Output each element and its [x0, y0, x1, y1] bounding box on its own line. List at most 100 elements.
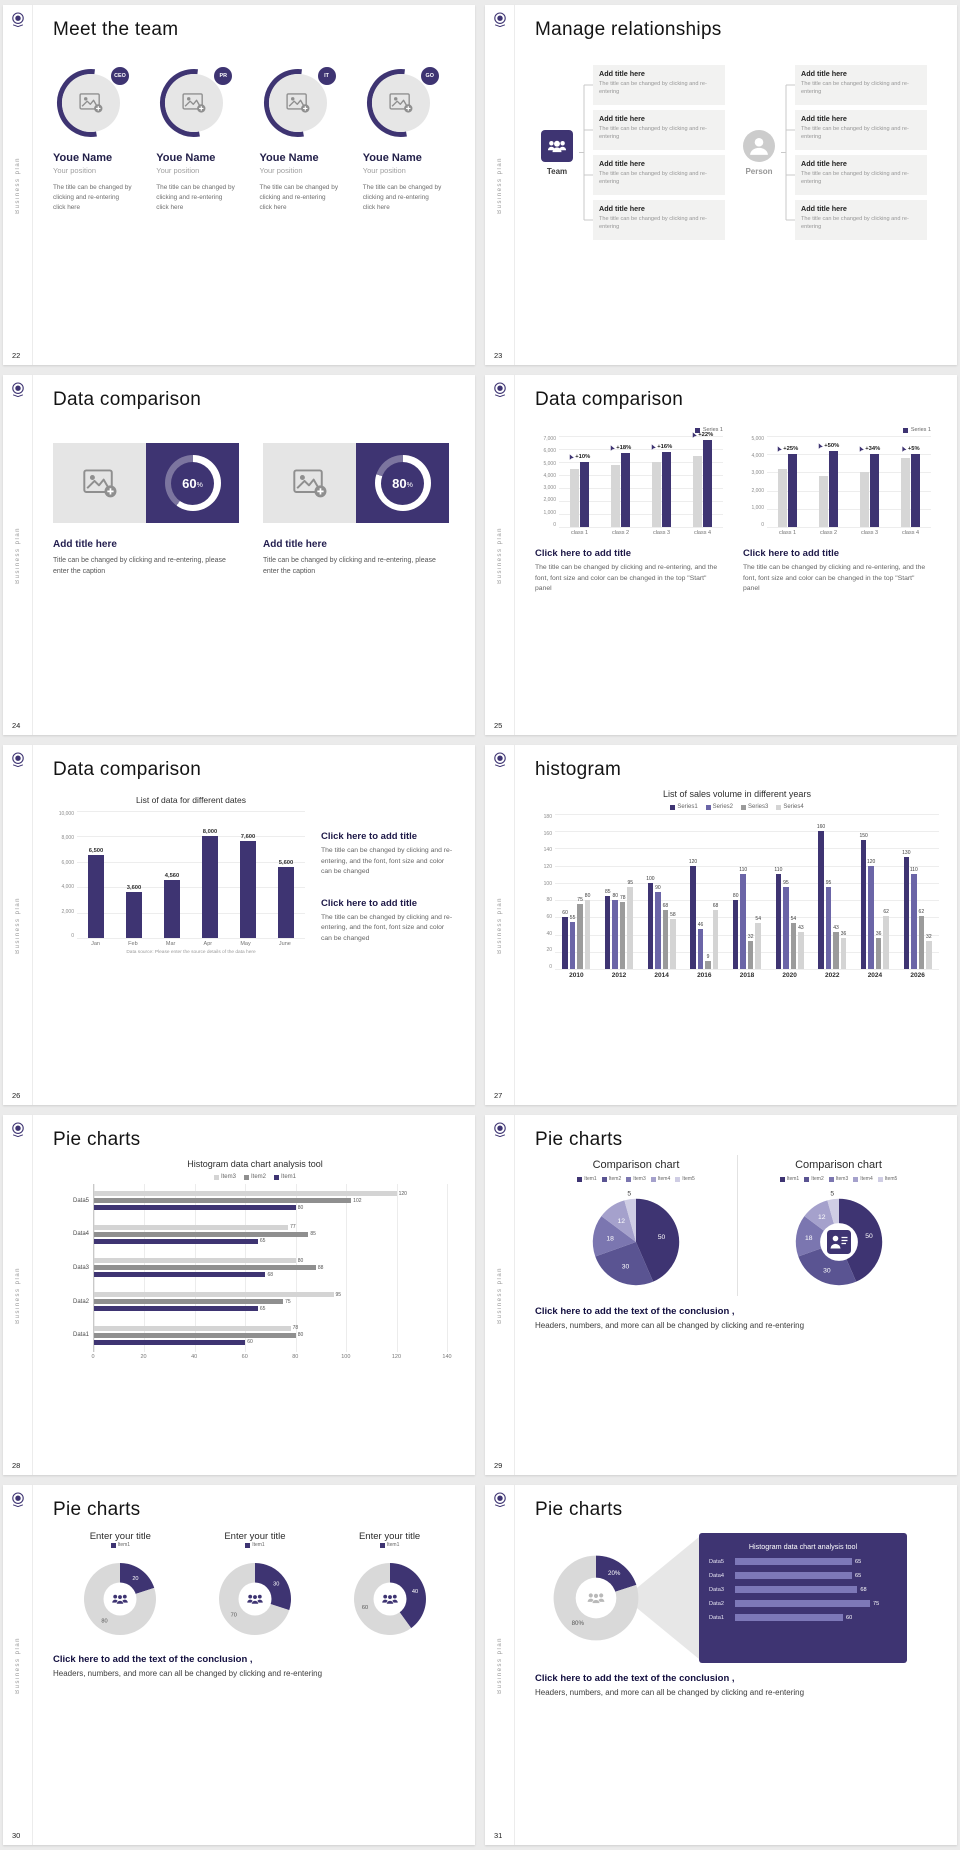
- box-description: The title can be changed by clicking and…: [801, 216, 909, 231]
- bar-column: 110: [774, 814, 782, 969]
- sidebar-vertical-label: Business plan: [14, 1266, 21, 1324]
- legend-item: Item1: [110, 1542, 131, 1548]
- slide-30-pie-charts[interactable]: Business plan 30 Pie charts Enter your t…: [3, 1485, 475, 1845]
- value-label: 68: [860, 1586, 867, 1593]
- axis-tick: 0: [549, 963, 552, 970]
- slide-25-data-comparison[interactable]: Business plan 25 Data comparison Series …: [485, 375, 957, 735]
- avatar-arc: [160, 69, 229, 137]
- slide-29-pie-charts[interactable]: Business plan 29 Pie charts Comparison c…: [485, 1115, 957, 1475]
- pie-slice: [601, 1200, 636, 1242]
- add-title-box: Add title here The title can be changed b…: [795, 65, 927, 105]
- brand-emblem-logo: [493, 12, 506, 27]
- legend-swatch: [705, 804, 711, 810]
- legend-label: Item1: [117, 1542, 131, 1548]
- category-label: Data1: [72, 1332, 89, 1339]
- slide-24-data-comparison[interactable]: Business plan 24 Data comparison 60% Add …: [3, 375, 475, 735]
- value-label: 4,560: [164, 873, 180, 880]
- sidebar-vertical-label: Business plan: [496, 526, 503, 584]
- value-label: 32: [926, 934, 932, 941]
- box-title: Add title here: [599, 69, 645, 78]
- x-axis-labels: class 1 class 2 class 3 class 4: [559, 530, 723, 536]
- bar-group: 80 88 68: [94, 1258, 447, 1278]
- bar: [712, 910, 719, 969]
- legend-label: Item1: [281, 1174, 297, 1180]
- slide-23-manage-relationships[interactable]: Business plan 23 Manage relationships Te…: [485, 5, 957, 365]
- analysis-panel: Histogram data chart analysis tool Data5 6…: [699, 1533, 907, 1663]
- slide-27-histogram[interactable]: Business plan 27 histogram List of sales…: [485, 745, 957, 1105]
- axis-tick: 120: [391, 1354, 402, 1360]
- team-members-row: CEO Youe Name Your position The title can b…: [53, 66, 457, 213]
- page-title: Pie charts: [53, 1129, 141, 1150]
- bar-plot: 60 55 75 80 85 80 78 95 100 90 68 58 120 46 9 68 80 110 32…: [555, 814, 939, 970]
- category-label: Data3: [709, 1586, 724, 1593]
- bar-column: 7,600: [233, 811, 263, 938]
- panel-bar-row: Data5 65: [709, 1558, 897, 1565]
- bar: [703, 439, 712, 527]
- bar-row: 80: [94, 1332, 447, 1338]
- item-visual: 80%: [263, 443, 449, 523]
- bar: [580, 462, 589, 527]
- pie-slice: [795, 1216, 839, 1257]
- legend-label: Item1: [584, 1176, 597, 1182]
- pie-chart-svg: 50 30 18 12 5: [592, 1190, 680, 1286]
- axis-tick: 7,000: [543, 436, 556, 442]
- relationship-group: Person Add title here The title can be cha…: [737, 65, 927, 245]
- pie-label: 20%: [608, 1570, 621, 1577]
- legend-swatch: [741, 804, 746, 810]
- page-title: Pie charts: [535, 1129, 623, 1150]
- growth-text: +50%: [824, 442, 840, 449]
- block-title: Click here to add title: [321, 831, 418, 842]
- chart-legend: Item3 Item2 Item1: [63, 1174, 447, 1180]
- axis-tick: 4,000: [543, 472, 556, 479]
- item-description: Title can be changed by clicking and re-…: [263, 557, 436, 576]
- axis-tick: 2,000: [751, 487, 764, 494]
- value-label: 46: [697, 922, 704, 929]
- bar: [94, 1224, 289, 1230]
- item-visual: 60%: [53, 443, 239, 523]
- gridline: [77, 912, 305, 914]
- gridline: [559, 488, 723, 489]
- value-label: 130: [902, 850, 911, 857]
- bar: [604, 895, 611, 969]
- bar-row: 120: [94, 1191, 447, 1197]
- bar: [747, 941, 754, 969]
- slide-31-pie-charts[interactable]: Business plan 31 Pie charts 20% 80% Histo…: [485, 1485, 957, 1845]
- chart-legend: Item1: [245, 1542, 265, 1548]
- bar-row: 60: [94, 1339, 447, 1345]
- brand-emblem-icon: [493, 382, 506, 397]
- pie-label: 20: [133, 1576, 139, 1582]
- slide-22-meet-the-team[interactable]: Business plan 22 Meet the team CEO Youe N…: [3, 5, 475, 365]
- category-label: Mar: [165, 941, 176, 947]
- team-member: CEO Youe Name Your position The title can b…: [53, 66, 147, 213]
- slide-content: Data comparison 60% Add title here Title c…: [33, 375, 475, 735]
- gridline: [555, 865, 939, 867]
- legend-item: Item4: [650, 1176, 670, 1182]
- pie-label: 60: [361, 1605, 367, 1611]
- bar: [790, 922, 797, 969]
- panel-bar-row: Data2 75: [709, 1600, 897, 1607]
- axis-tick: 60: [241, 1354, 248, 1360]
- block-description: The title can be changed by clicking and…: [321, 913, 453, 942]
- bar-group: 150 120 36 62: [860, 814, 889, 969]
- axis-tick: 140: [442, 1354, 452, 1360]
- legend-swatch: [243, 1174, 249, 1180]
- percent-donut-box: 80%: [356, 443, 449, 523]
- slide-26-data-comparison[interactable]: Business plan 26 Data comparison List of…: [3, 745, 475, 1105]
- legend-swatch: [213, 1174, 219, 1180]
- member-position: Your position: [259, 166, 303, 175]
- bar-column: 32: [747, 814, 754, 969]
- growth-text: +18%: [616, 444, 632, 451]
- bar-column: 32: [926, 814, 933, 969]
- growth-arrow-icon: [610, 445, 615, 451]
- slide-28-pie-charts[interactable]: Business plan 28 Pie charts Histogram da…: [3, 1115, 475, 1475]
- slide-sidebar: Business plan: [485, 745, 515, 1105]
- value-label: 90: [655, 884, 661, 891]
- member-role-badge: CEO: [110, 66, 130, 86]
- bar-column: 130: [902, 814, 911, 969]
- progress-ring-center: 60%: [171, 461, 214, 505]
- picture-placeholder-icon: [79, 93, 103, 113]
- gridline: [346, 1184, 348, 1352]
- conclusion-text: Headers, numbers, and more can all be ch…: [535, 1321, 805, 1330]
- legend-label: Series2: [712, 804, 733, 810]
- bar: [627, 887, 633, 969]
